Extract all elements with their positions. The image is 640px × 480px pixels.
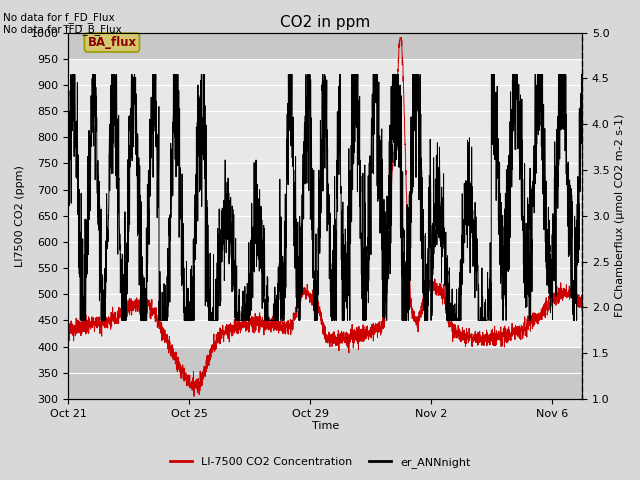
X-axis label: Time: Time <box>312 421 339 432</box>
Title: CO2 in ppm: CO2 in ppm <box>280 15 371 30</box>
Legend: LI-7500 CO2 Concentration, er_ANNnight: LI-7500 CO2 Concentration, er_ANNnight <box>165 452 475 472</box>
Y-axis label: LI7500 CO2 (ppm): LI7500 CO2 (ppm) <box>15 165 25 267</box>
Text: No data for f̅FD̅_B_Flux: No data for f̅FD̅_B_Flux <box>3 24 122 35</box>
Y-axis label: FD Chamberflux (μmol CO2 m-2 s-1): FD Chamberflux (μmol CO2 m-2 s-1) <box>615 114 625 317</box>
Bar <box>68 347 582 399</box>
Text: No data for f_FD_Flux: No data for f_FD_Flux <box>3 12 115 23</box>
Bar <box>68 33 582 59</box>
Text: BA_flux: BA_flux <box>88 36 136 49</box>
